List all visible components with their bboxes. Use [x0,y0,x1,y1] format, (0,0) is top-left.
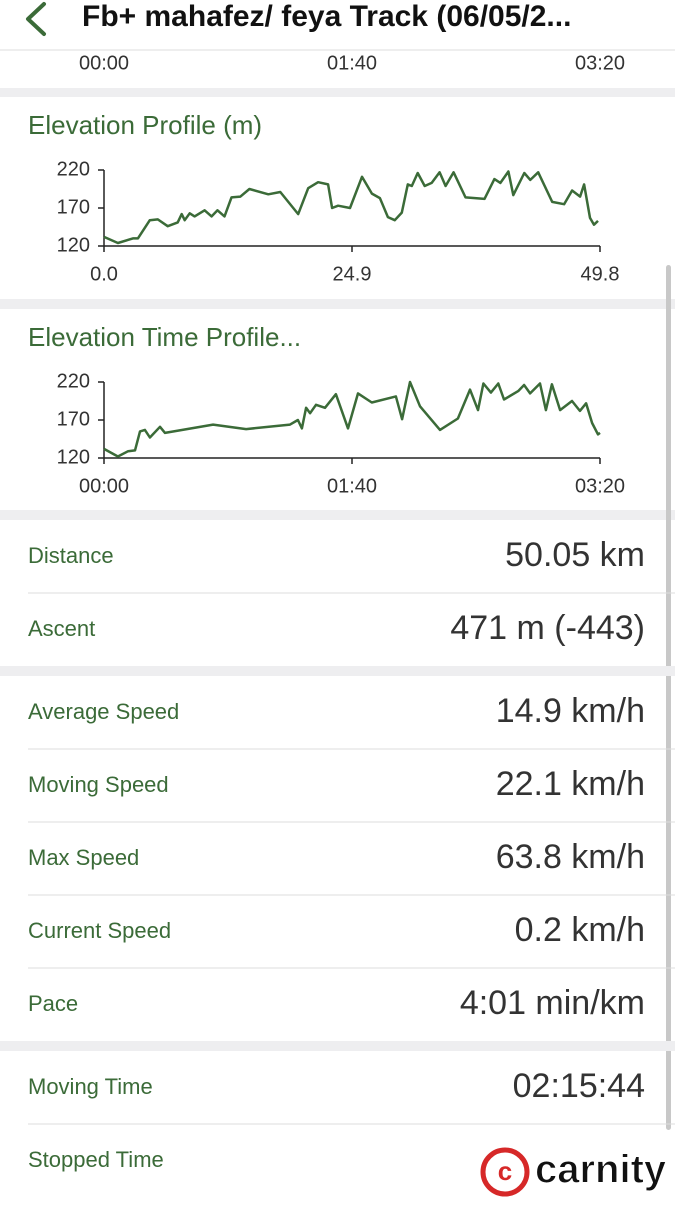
stat-value: 63.8 km/h [496,838,645,876]
stat-label: Max Speed [28,845,139,870]
nav-bar [0,0,675,48]
stat-label: Moving Time [28,1074,153,1099]
x-tick-label: 0.0 [90,263,118,285]
elevation-line [103,380,601,458]
nav-title: Fb+ mahafez/ feya Track (06/05/2... [82,0,571,33]
stat-label: Pace [28,991,78,1016]
elevation-line [103,170,599,245]
chart-title: Elevation Time Profile... [28,322,301,352]
section-gap [0,666,675,676]
y-tick-label: 120 [57,234,90,256]
back-button[interactable] [26,2,46,36]
stat-label: Average Speed [28,699,179,724]
stat-label: Stopped Time [28,1147,164,1172]
stat-value: 22.1 km/h [496,765,645,803]
stat-value: 0.2 km/h [515,911,645,949]
section-gap [0,1041,675,1051]
stat-label: Distance [28,543,114,568]
stat-value: 14.9 km/h [496,692,645,730]
watermark-logo [480,1147,530,1197]
x-tick-label: 03:20 [575,475,625,497]
x-tick-label: 49.8 [581,263,620,285]
stat-value: 02:15:44 [513,1067,645,1105]
x-tick-label: 24.9 [333,263,372,285]
stat-value: 50.05 km [505,536,645,574]
stat-label: Ascent [28,616,95,641]
stat-label: Current Speed [28,918,171,943]
watermark-logo-letter: c [498,1156,512,1186]
top-axis-label: 01:40 [327,52,377,74]
y-tick-label: 220 [57,158,90,180]
x-tick-label: 01:40 [327,475,377,497]
stat-value: 4:01 min/km [460,984,645,1022]
top-axis-label: 00:00 [79,52,129,74]
section-gap [0,510,675,520]
section-gap [0,88,675,97]
chart-title: Elevation Profile (m) [28,110,262,140]
top-axis-label: 03:20 [575,52,625,74]
section-gap [0,299,675,309]
y-tick-label: 220 [57,370,90,392]
scrollbar [666,265,671,1130]
y-tick-label: 120 [57,446,90,468]
stat-label: Moving Speed [28,772,169,797]
watermark: carnity [535,1148,667,1192]
x-tick-label: 00:00 [79,475,129,497]
y-tick-label: 170 [57,408,90,430]
y-tick-label: 170 [57,196,90,218]
stat-value: 471 m (-443) [450,609,645,647]
